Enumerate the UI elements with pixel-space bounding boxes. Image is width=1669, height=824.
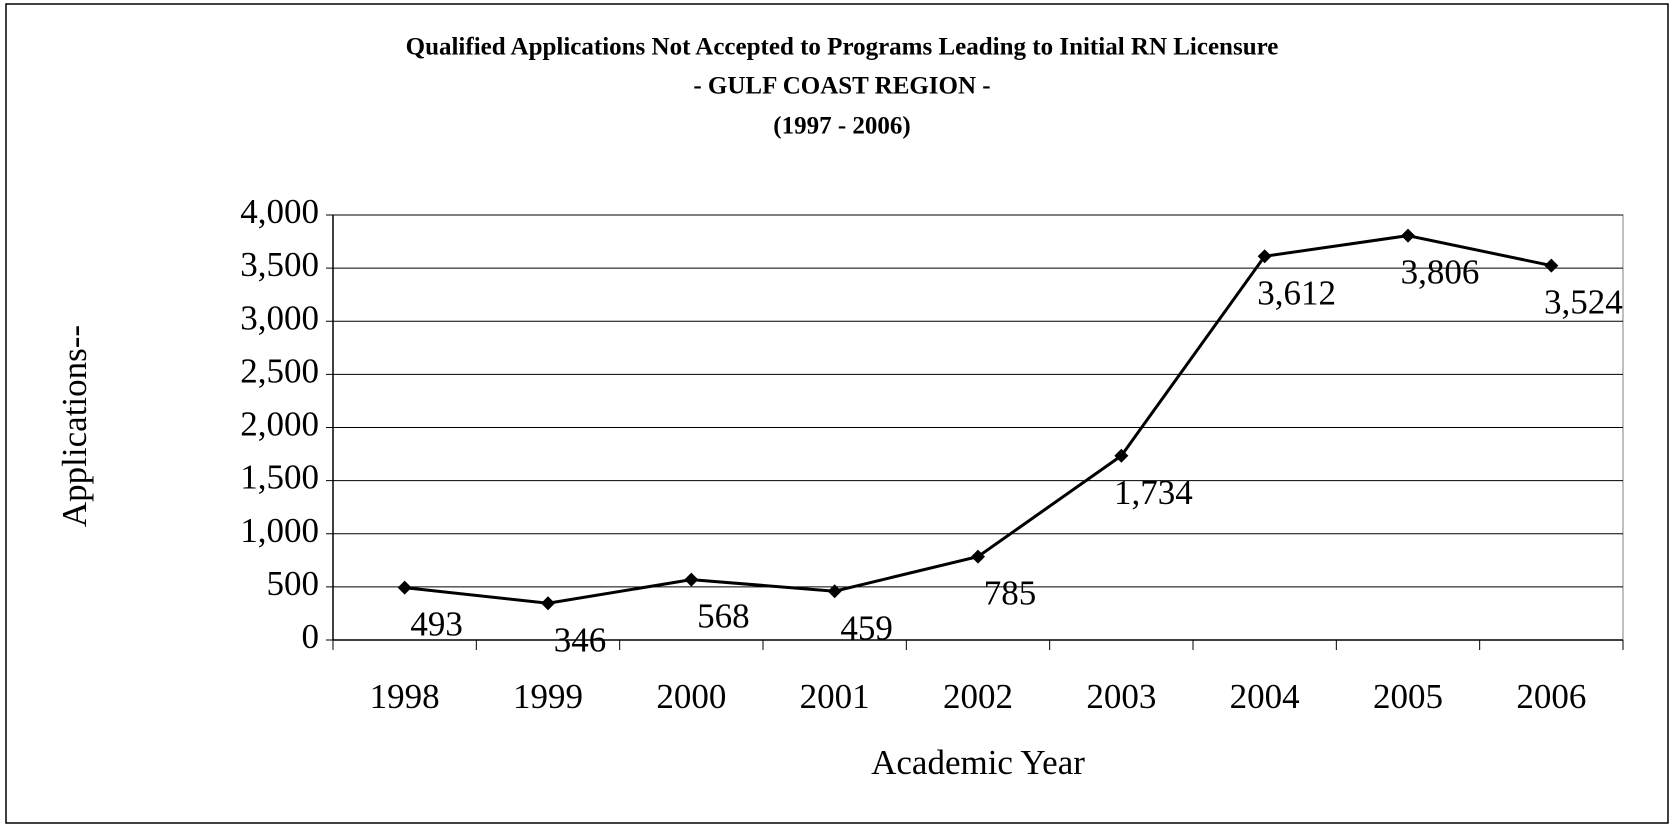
y-tick-label: 1,500 <box>240 458 319 497</box>
marker <box>1401 228 1415 243</box>
chart-title: Qualified Applications Not Accepted to P… <box>406 34 1279 61</box>
x-tick-label: 2002 <box>943 677 1013 716</box>
x-tick-label: 2004 <box>1230 677 1300 716</box>
marker <box>397 580 412 595</box>
marker <box>684 572 699 587</box>
data-label: 346 <box>554 620 607 659</box>
data-label: 459 <box>840 608 893 647</box>
data-label: 3,806 <box>1401 253 1480 292</box>
y-tick-label: 4,000 <box>240 192 319 231</box>
marker <box>971 549 985 564</box>
chart-title: (1997 - 2006) <box>773 113 910 140</box>
x-tick-label: 2000 <box>656 677 726 716</box>
x-tick-label: 1999 <box>513 677 583 716</box>
y-tick-label: 3,500 <box>240 245 319 284</box>
data-label: 3,612 <box>1257 273 1336 312</box>
marker <box>541 596 555 611</box>
y-tick-label: 2,000 <box>240 405 319 444</box>
x-tick-label: 1998 <box>370 677 440 716</box>
y-tick-label: 0 <box>302 617 320 656</box>
marker <box>827 584 842 599</box>
marker <box>1544 258 1559 273</box>
chart-frame <box>5 3 1669 824</box>
y-tick-label: 1,000 <box>240 511 319 550</box>
x-tick-label: 2005 <box>1373 677 1443 716</box>
x-tick-label: 2006 <box>1516 677 1586 716</box>
x-tick-label: 2003 <box>1086 677 1156 716</box>
x-tick-label: 2001 <box>800 677 870 716</box>
marker <box>1257 249 1272 264</box>
data-label: 493 <box>410 605 463 644</box>
data-label: 785 <box>984 574 1037 613</box>
y-tick-label: 500 <box>267 564 320 603</box>
y-tick-label: 3,000 <box>240 298 319 337</box>
marker <box>1114 448 1129 463</box>
data-label: 568 <box>697 597 750 636</box>
y-tick-label: 2,500 <box>240 351 319 390</box>
chart-title: - GULF COAST REGION - <box>693 73 990 100</box>
data-label: 3,524 <box>1544 283 1623 322</box>
x-axis-label: Academic Year <box>871 743 1085 782</box>
y-axis-label: Applications-- <box>55 325 94 527</box>
data-label: 1,734 <box>1114 473 1193 512</box>
